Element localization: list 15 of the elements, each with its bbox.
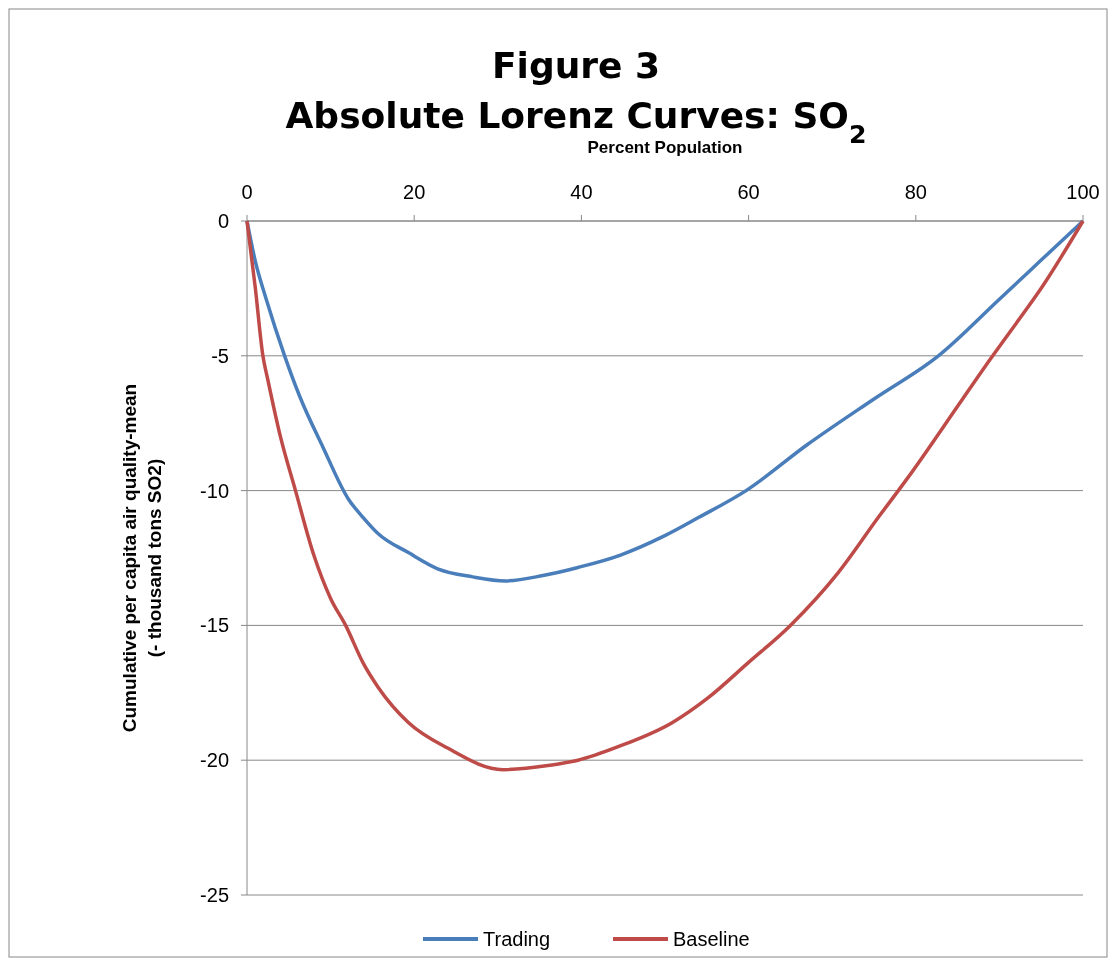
x-tick-label: 100 [1066,181,1100,203]
y-tick-label: -15 [200,614,229,637]
y-tick-label: -25 [200,884,229,906]
x-tick-label: 80 [904,181,927,203]
x-tick-label: 20 [403,181,426,203]
y-axis-title: Cumulative per capita air quality-mean (- thousand tons SO2) [119,383,165,733]
legend-label: Baseline [673,928,750,950]
y-tick-label: -20 [200,749,229,772]
legend-label: Trading [483,928,551,950]
y-tick-label: 0 [217,210,229,232]
x-tick-label: 60 [737,181,760,203]
y-tick-label: -5 [211,344,229,367]
x-tick-label: 40 [570,181,593,203]
x-tick-label: 0 [241,181,253,203]
y-tick-label: -10 [200,479,229,502]
